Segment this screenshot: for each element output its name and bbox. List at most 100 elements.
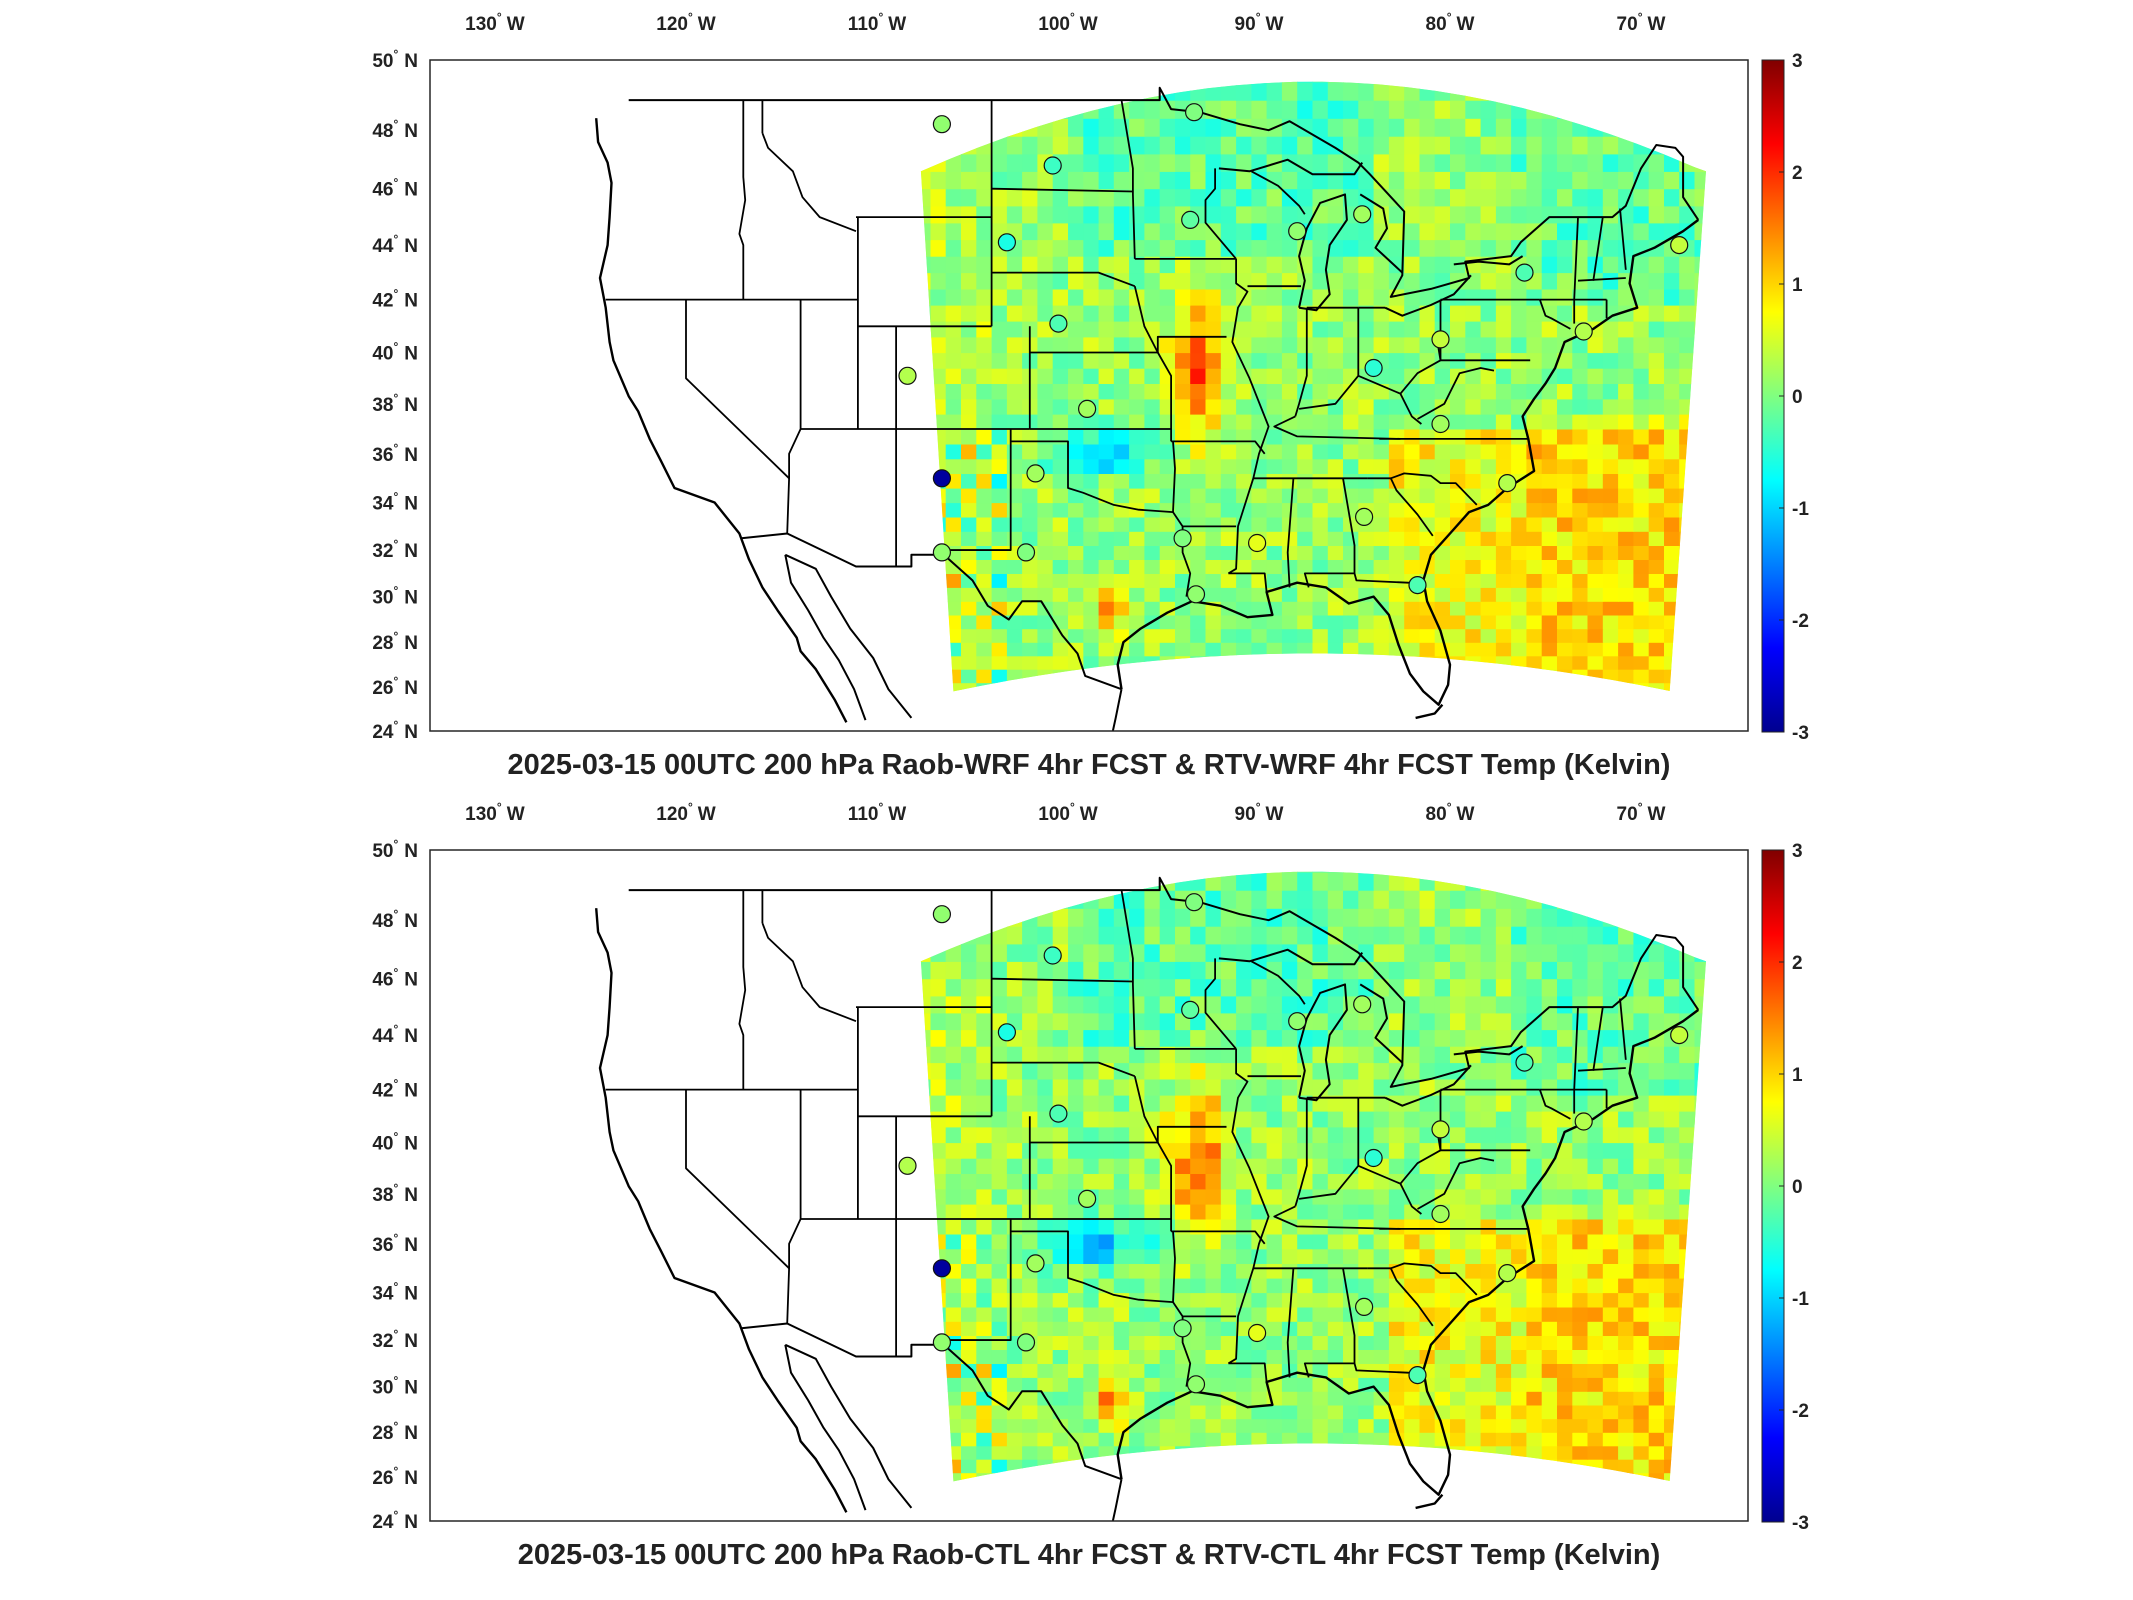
latitude-label: 46° N — [372, 966, 418, 991]
map-svg-bottom: 130° W 120° W 110° W 100° W 90° W 80° W 70° W 50° N 48°… — [372, 800, 1809, 1571]
state-border — [1286, 478, 1295, 588]
colorbar-tick-label: -2 — [1792, 611, 1809, 632]
raob-station-marker — [1247, 1323, 1267, 1343]
state-border — [1157, 1142, 1172, 1232]
state-border — [738, 890, 747, 1090]
state-border — [1227, 1048, 1270, 1365]
mexico-coastline — [784, 553, 913, 719]
state-border — [1389, 1267, 1434, 1327]
raob-station-marker — [1181, 1000, 1200, 1019]
colorbar-tick-label: -3 — [1792, 723, 1809, 744]
state-border — [1357, 1164, 1422, 1215]
baja-coastline — [784, 554, 867, 721]
state-border — [1171, 440, 1266, 455]
longitude-label: 80° W — [1426, 10, 1475, 35]
raob-station-marker — [1049, 314, 1068, 333]
state-border — [1171, 1230, 1266, 1245]
longitude-label: 130° W — [465, 800, 525, 825]
lake-michigan-shore — [1298, 193, 1348, 312]
colorbar-bottom: 3 2 1 0 -1 -2 -3 — [1761, 841, 1809, 1534]
raob-station-marker — [1288, 222, 1307, 241]
state-border — [738, 100, 747, 300]
state-border — [1592, 216, 1604, 281]
longitude-label: 110° W — [848, 800, 906, 825]
lake-ontario-shore — [1453, 255, 1524, 266]
raob-station-marker — [1016, 1333, 1036, 1352]
colorbar-tick-label: 2 — [1792, 953, 1803, 974]
raob-station-marker — [1498, 474, 1517, 493]
raob-station-marker — [1670, 1026, 1689, 1045]
raob-station-marker — [1186, 1375, 1206, 1394]
latitude-label: 28° N — [372, 629, 418, 654]
state-border — [1294, 307, 1308, 417]
lake-erie-shore — [1384, 274, 1472, 317]
canada-border — [628, 876, 1700, 1088]
mexico-border — [741, 1322, 1122, 1481]
state-border — [1120, 99, 1136, 259]
state-border — [1204, 168, 1237, 260]
state-border — [991, 977, 1133, 983]
state-border — [1298, 1097, 1360, 1200]
colorbar-top: 3 2 1 0 -1 -2 -3 — [1761, 51, 1809, 744]
raob-station-marker — [1353, 995, 1372, 1014]
colorbar-tick-label: -1 — [1792, 1289, 1809, 1310]
state-border — [1273, 415, 1401, 440]
raob-station-marker — [932, 543, 952, 562]
latitude-label: 40° N — [372, 1130, 418, 1155]
lake-huron-shore — [1359, 193, 1403, 274]
latitude-label: 30° N — [372, 1374, 418, 1399]
state-border — [1538, 1089, 1571, 1120]
mexico-coastline — [784, 1343, 913, 1509]
state-border — [1577, 277, 1626, 282]
latitude-label: 26° N — [372, 1464, 418, 1489]
state-border — [1172, 441, 1176, 513]
state-border — [1010, 440, 1192, 597]
latitude-label: 30° N — [372, 584, 418, 609]
raob-station-marker — [1043, 946, 1062, 965]
raob-station-marker — [1354, 507, 1374, 527]
raob-station-marker — [1184, 103, 1204, 122]
latitude-label: 42° N — [372, 287, 418, 312]
raob-station-marker — [1247, 533, 1267, 553]
baja-coastline — [784, 1344, 867, 1511]
raob-station-marker — [1431, 1120, 1450, 1139]
raob-station-marker — [1184, 893, 1204, 912]
raob-station-marker — [1043, 156, 1062, 175]
raob-station-marker — [898, 1156, 917, 1175]
raob-station-marker — [932, 469, 952, 488]
state-border — [1273, 1205, 1401, 1230]
state-border — [1228, 1362, 1268, 1383]
state-border — [1250, 960, 1306, 1005]
longitude-label: 80° W — [1426, 800, 1475, 825]
state-borders-bottom — [595, 876, 1700, 1521]
state-border — [786, 1089, 802, 1324]
longitude-label: 90° W — [1235, 10, 1284, 35]
longitude-label: 90° W — [1235, 800, 1284, 825]
raob-station-marker — [1186, 585, 1206, 604]
state-border — [1417, 1157, 1495, 1210]
state-border — [761, 132, 857, 233]
mexico-border — [741, 532, 1122, 691]
state-border — [1228, 572, 1268, 593]
lake-erie-shore — [1384, 1064, 1472, 1107]
latitude-label: 38° N — [372, 391, 418, 416]
state-border — [1157, 352, 1172, 442]
raob-station-marker — [1408, 575, 1427, 595]
latitude-label: 46° N — [372, 176, 418, 201]
raob-station-marker — [1364, 358, 1383, 378]
colorbar-tick-label: 1 — [1792, 275, 1803, 296]
raob-station-marker — [1026, 464, 1045, 483]
raob-station-marker — [1077, 1189, 1097, 1208]
raob-station-marker — [1173, 1319, 1192, 1338]
state-border — [991, 271, 1136, 288]
latitude-label: 34° N — [372, 1280, 418, 1305]
colorbar-tick-label: 2 — [1792, 163, 1803, 184]
lake-superior-shore — [1218, 948, 1364, 966]
raob-station-marker — [1181, 210, 1200, 229]
raob-station-marker — [1288, 1012, 1307, 1031]
lake-ontario-shore — [1453, 1045, 1524, 1056]
temperature-field-top — [920, 81, 1706, 692]
latitude-label: 36° N — [372, 1231, 418, 1256]
state-border — [1010, 1230, 1192, 1387]
longitude-labels-top: 130° W 120° W 110° W 100° W 90° W 80° W 70° W — [465, 10, 1665, 35]
